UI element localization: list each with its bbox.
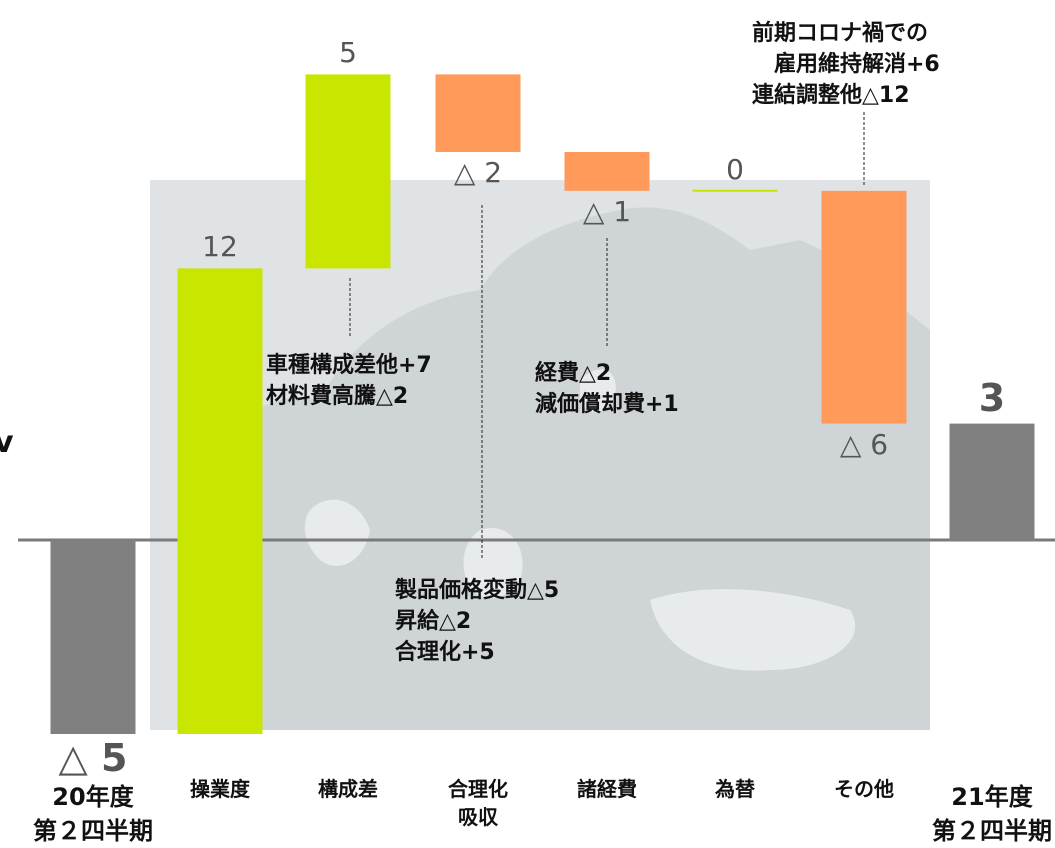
value-label-6: △ 6 (839, 427, 889, 461)
annotation-2: 経費△2 減価償却費+1 (535, 361, 679, 417)
category-label-2: 構成差 (318, 777, 378, 801)
value-label-3: △ 2 (453, 156, 503, 189)
value-label-4: △ 1 (582, 194, 632, 228)
europe-map-background (150, 180, 930, 730)
category-label-7: 21年度 第２四半期 (932, 783, 1052, 845)
value-label-0: △ 5 (58, 736, 128, 780)
value-label-5: 0 (726, 152, 744, 186)
value-label-1: 12 (202, 230, 238, 264)
value-label-7: 3 (978, 375, 1006, 420)
bar-0 (50, 540, 136, 734)
bar-2 (305, 74, 391, 269)
bar-4 (564, 152, 650, 191)
category-label-4: 諸経費 (577, 777, 637, 801)
category-label-6: その他 (834, 777, 894, 801)
annotation-1: 製品価格変動△5 昇給△2 合理化+5 (395, 578, 560, 665)
category-label-5: 為替 (715, 777, 755, 801)
category-label-0: 20年度 第２四半期 (33, 783, 153, 845)
bar-1 (177, 268, 263, 734)
bar-7 (949, 423, 1035, 540)
bar-3 (435, 74, 521, 152)
value-label-2: 5 (339, 36, 357, 70)
annotation-0: 車種構成差他+7 材料費高騰△2 (266, 353, 432, 409)
category-label-3: 合理化 吸収 (448, 777, 508, 829)
cropped-edge-text: v (0, 425, 14, 460)
annotation-3: 前期コロナ禍での 雇用維持解消+6 連結調整他△12 (752, 21, 940, 108)
bar-6 (821, 190, 907, 424)
category-label-1: 操業度 (190, 777, 250, 801)
